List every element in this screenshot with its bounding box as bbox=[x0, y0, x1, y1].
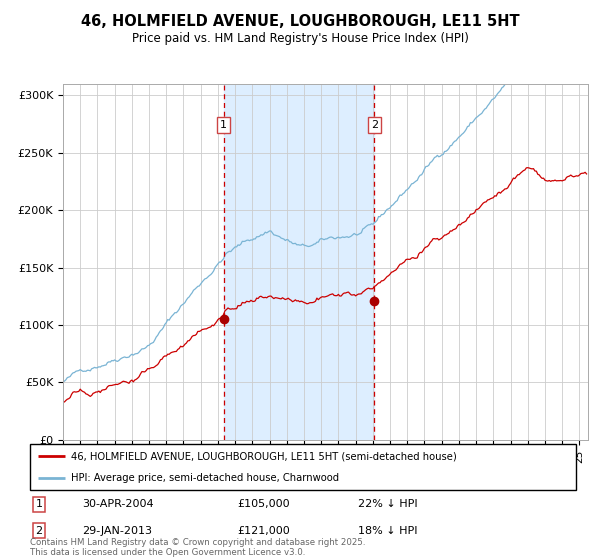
Text: 1: 1 bbox=[35, 499, 43, 509]
Text: 18% ↓ HPI: 18% ↓ HPI bbox=[358, 526, 417, 536]
Text: £105,000: £105,000 bbox=[238, 499, 290, 509]
Text: Price paid vs. HM Land Registry's House Price Index (HPI): Price paid vs. HM Land Registry's House … bbox=[131, 32, 469, 45]
Text: 46, HOLMFIELD AVENUE, LOUGHBOROUGH, LE11 5HT: 46, HOLMFIELD AVENUE, LOUGHBOROUGH, LE11… bbox=[80, 14, 520, 29]
Text: Contains HM Land Registry data © Crown copyright and database right 2025.
This d: Contains HM Land Registry data © Crown c… bbox=[30, 538, 365, 557]
Text: HPI: Average price, semi-detached house, Charnwood: HPI: Average price, semi-detached house,… bbox=[71, 473, 339, 483]
Text: 22% ↓ HPI: 22% ↓ HPI bbox=[358, 499, 417, 509]
Text: 2: 2 bbox=[371, 120, 378, 130]
Bar bbox=[224, 84, 374, 440]
Text: £121,000: £121,000 bbox=[238, 526, 290, 536]
Text: 30-APR-2004: 30-APR-2004 bbox=[82, 499, 154, 509]
Text: 2: 2 bbox=[35, 526, 43, 536]
Text: 29-JAN-2013: 29-JAN-2013 bbox=[82, 526, 152, 536]
Text: 1: 1 bbox=[220, 120, 227, 130]
Text: 46, HOLMFIELD AVENUE, LOUGHBOROUGH, LE11 5HT (semi-detached house): 46, HOLMFIELD AVENUE, LOUGHBOROUGH, LE11… bbox=[71, 451, 457, 461]
